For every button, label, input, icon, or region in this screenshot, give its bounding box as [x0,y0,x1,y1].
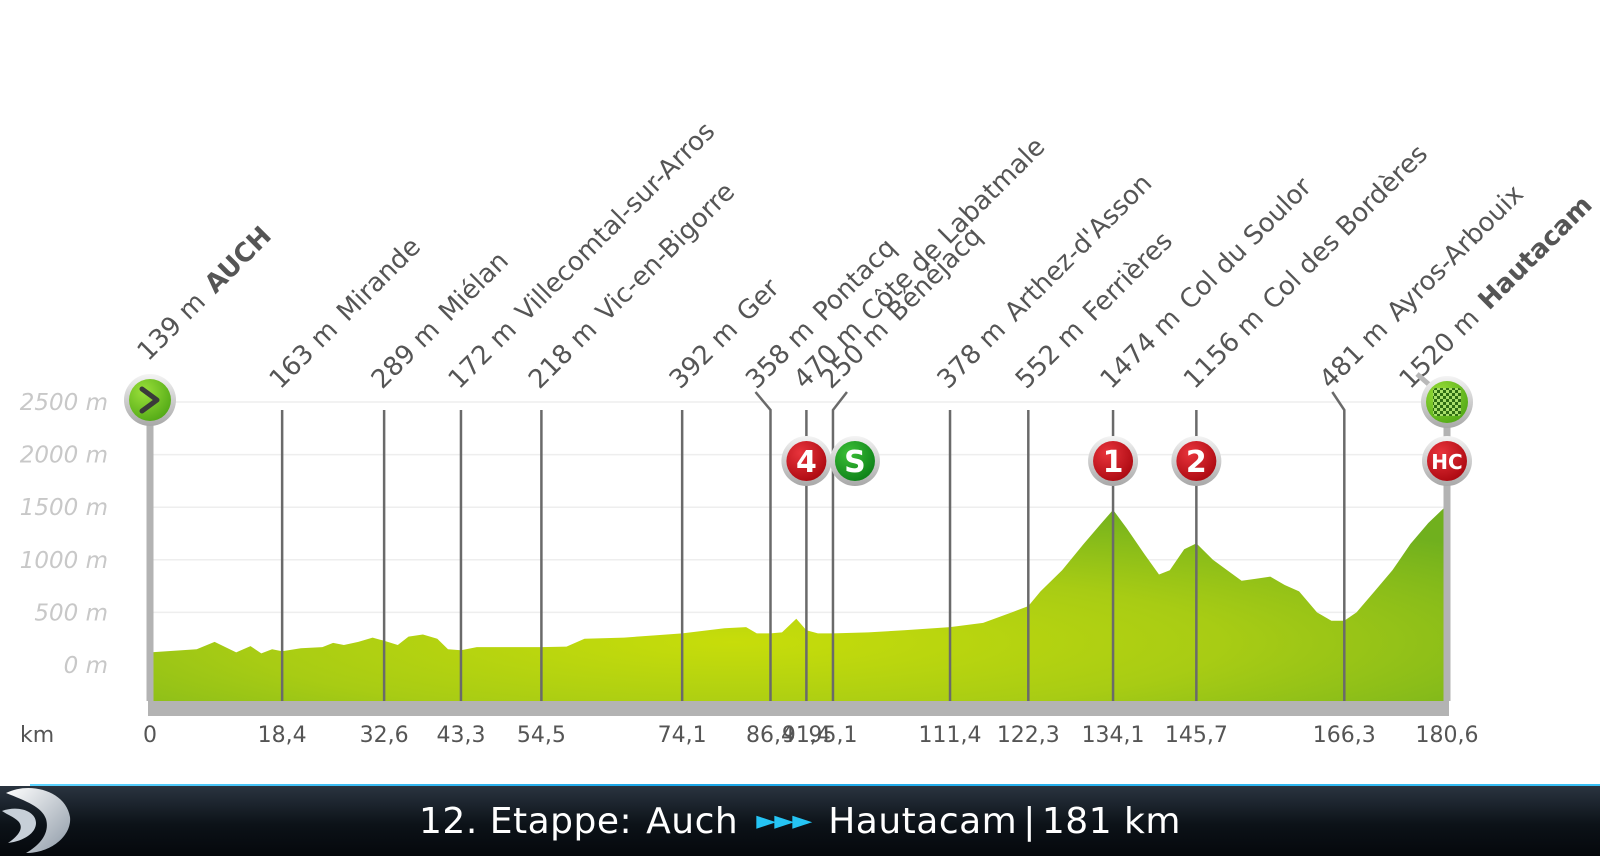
km-tick-label: 86,4 [746,723,795,748]
badge-disc [786,441,827,481]
y-tick-label: 2000 m [20,443,108,469]
km-tick-label: 166,3 [1313,723,1376,748]
route-arrows-icon: ►►► [756,806,812,836]
badge-disc [1176,441,1217,481]
location-altitude: 163 m [264,315,344,395]
start-marker-icon [124,374,176,426]
km-tick-label: 32,6 [360,723,409,748]
footer-bar [0,786,1600,856]
climb-category-badge: 1 [1088,436,1139,486]
badge-disc [1093,441,1134,481]
km-tick-label: 145,7 [1165,723,1228,748]
km-tick-label: 91,4 [782,723,831,748]
location-altitude: 392 m [664,315,744,395]
elevation-profile [150,505,1447,701]
finish-marker-icon [1415,372,1473,428]
location-altitude: 1156 m [1178,303,1270,395]
location-line [831,391,848,701]
location-name: Miélan [433,246,515,328]
km-tick-label: 122,3 [997,723,1060,748]
location-name: Ger [731,273,786,328]
km-tick-label: 134,1 [1082,723,1145,748]
badge-label: S [844,445,866,480]
location-name: Mirande [331,232,427,328]
stage-distance: 181 km [1041,800,1181,842]
start-chevron-icon [139,386,160,414]
location-altitude: 218 m [523,315,603,395]
km-tick-label: 18,4 [258,723,307,748]
km-tick-labels: 0 18,4 32,6 43,3 54,5 74,1 86,491,495,1 111,4 12… [143,723,1478,748]
checkered-flag-icon [1433,388,1461,416]
location-label: 139 mAUCH [132,221,278,367]
location-line [754,391,772,701]
location-label: 470 mCôte de Labatmale [788,132,1051,395]
badge-label: 2 [1186,445,1207,480]
stage-finish: Hautacam [828,800,1018,842]
km-tick-label: 43,3 [436,723,485,748]
y-tick-label: 1000 m [20,548,108,574]
location-altitude: 139 m [132,287,212,367]
location-name: Ayros-Arbouix [1381,179,1529,327]
broadcaster-logo-icon [2,787,71,853]
location-name: Vic-en-Bigorre [590,177,741,328]
km-tick-label: 95,1 [808,723,857,748]
climb-category-badge: HC [1422,436,1472,486]
distance-axis: km [20,701,1449,748]
y-axis-labels: 0 m 500 m 1000 m 1500 m 2000 m 2500 m [20,390,108,679]
y-tick-label: 0 m [64,653,108,679]
location-altitude: 378 m [932,315,1012,395]
km-tick-label: 111,4 [919,723,982,748]
location-altitude: 481 m [1314,315,1394,395]
km-tick-label: 54,5 [517,723,566,748]
badge-disc [1427,441,1467,481]
elevation-area [150,505,1447,701]
badge-label: 1 [1103,445,1124,480]
location-name: AUCH [199,221,278,300]
stage-number: 12. Etappe: [419,800,633,842]
stage-title: 12. Etappe: Auch ►►► Hautacam | 181 km [0,786,1600,856]
km-tick-label: 180,6 [1416,723,1479,748]
km-tick-label: 74,1 [658,723,707,748]
start-marker-disc [129,379,171,421]
distance-axis-bar [148,701,1449,716]
km-tick-label: 0 [143,723,157,748]
y-tick-label: 2500 m [20,390,108,416]
classification-badges: 4 S 1 2 HC [124,372,1473,486]
climb-category-badge: 4 [781,436,832,486]
y-tick-label: 1500 m [20,495,108,521]
x-axis-unit-label: km [20,723,54,748]
badge-label: HC [1431,450,1462,474]
sprint-badge: S [829,436,880,486]
title-separator: | [1023,800,1036,842]
location-altitude: 289 m [366,315,446,395]
stage-start: Auch [646,800,739,842]
location-altitude: 552 m [1010,315,1090,395]
climb-category-badge: 2 [1171,436,1222,486]
location-lines [146,391,1451,701]
location-line [1331,391,1346,701]
badge-label: 4 [796,445,817,480]
badge-disc [834,441,875,481]
y-tick-label: 500 m [34,600,108,626]
